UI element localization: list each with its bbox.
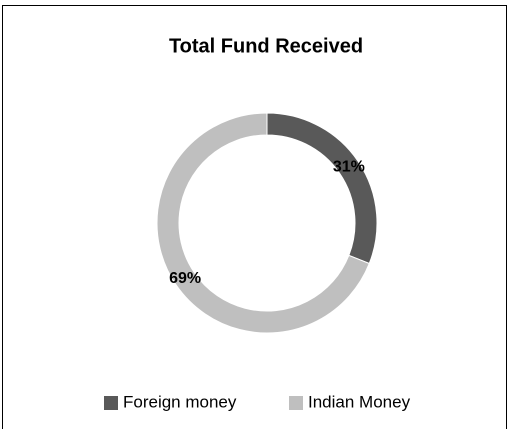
chart-title: Total Fund Received [169,35,363,57]
legend-swatch [289,396,303,410]
legend-swatch [104,396,118,410]
data-label: 69% [169,270,201,287]
data-label: 31% [333,159,365,176]
chart-border [2,5,507,429]
donut-slice [156,112,370,334]
legend-label: Foreign money [123,392,237,411]
legend-label: Indian Money [308,392,411,411]
